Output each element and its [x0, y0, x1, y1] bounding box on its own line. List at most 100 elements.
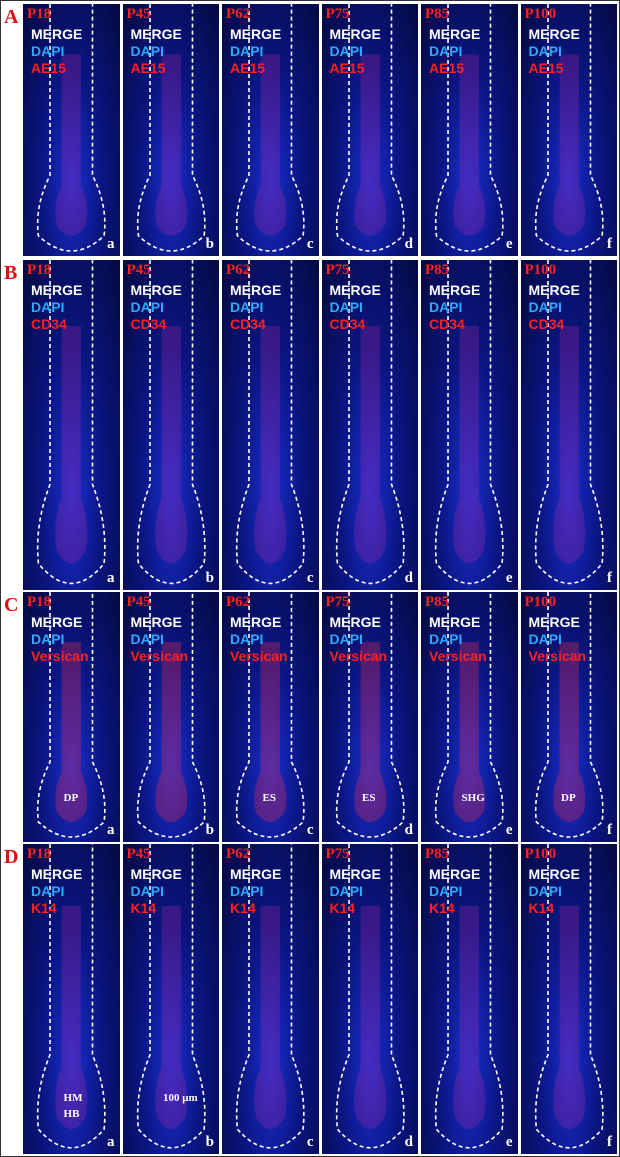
follicle-outline [222, 260, 319, 590]
follicle-outline [521, 844, 618, 1154]
age-label: P75 [325, 262, 350, 278]
age-label: P100 [524, 594, 557, 610]
panel-letter: a [107, 1134, 115, 1150]
micrograph-panel: P85 MERGE DAPI K14 e [421, 844, 518, 1154]
channel-label: MERGE [130, 26, 182, 42]
panel-letter: d [404, 236, 413, 252]
channel-label: MERGE [130, 282, 182, 298]
panel-letter: a [107, 570, 115, 586]
age-label: P85 [425, 846, 450, 862]
channel-label: DAPI [429, 883, 463, 899]
channel-label: CD34 [329, 316, 366, 332]
channel-label: MERGE [329, 26, 381, 42]
channel-label: MERGE [230, 614, 282, 630]
annotation: DP [561, 792, 576, 804]
channel-label: DAPI [329, 631, 363, 647]
panel-letter: c [306, 1134, 314, 1150]
follicle-outline [23, 260, 120, 590]
channel-label: DAPI [130, 631, 164, 647]
channel-label: MERGE [130, 614, 182, 630]
age-label: P75 [325, 594, 350, 610]
panel-letter: c [306, 822, 314, 838]
panel-letter: e [505, 236, 513, 252]
panel-letter: e [505, 570, 513, 586]
channel-label: AE15 [329, 60, 365, 76]
channel-label: MERGE [528, 282, 580, 298]
channel-label: CD34 [429, 316, 465, 332]
panel-letter: d [404, 570, 413, 586]
panel-letter: c [306, 236, 314, 252]
channel-label: K14 [230, 900, 256, 916]
age-label: P100 [524, 846, 557, 862]
follicle-outline [123, 592, 220, 842]
row-label: C [4, 594, 19, 616]
age-label: P62 [226, 594, 251, 610]
follicle-outline [322, 592, 419, 842]
annotation: HB [63, 1108, 80, 1120]
micrograph-panel: P18 MERGE DAPI AE15 a [23, 4, 120, 256]
channel-label: MERGE [429, 26, 481, 42]
micrograph-panel: P100 MERGE DAPI K14 f [520, 844, 618, 1154]
channel-label: K14 [528, 900, 555, 916]
age-label: P85 [425, 262, 450, 278]
follicle-outline [521, 260, 618, 590]
channel-label: K14 [329, 900, 356, 916]
panel-letter: f [607, 570, 612, 586]
follicle-outline [322, 844, 419, 1154]
channel-label: DAPI [130, 299, 164, 315]
micrograph-panel: P75 MERGE DAPI AE15 d [321, 4, 418, 256]
channel-label: MERGE [329, 614, 381, 630]
channel-label: DAPI [429, 43, 463, 59]
channel-label: Versican [31, 648, 89, 664]
follicle-outline [222, 592, 319, 842]
age-label: P18 [27, 6, 52, 22]
channel-label: DAPI [31, 883, 65, 899]
micrograph-panel: P100 MERGE DAPI AE15 f [520, 4, 617, 256]
panel-letter: c [306, 570, 314, 586]
age-label: P45 [126, 594, 151, 610]
channel-label: DAPI [528, 883, 562, 899]
channel-label: MERGE [429, 282, 481, 298]
channel-label: AE15 [230, 60, 266, 76]
panel-letter: b [205, 236, 214, 252]
channel-label: DAPI [130, 43, 164, 59]
panel-letter: b [205, 1134, 214, 1150]
micrograph-panel: P75 MERGE DAPI K14 d [321, 844, 419, 1154]
age-label: P45 [126, 6, 151, 22]
micrograph-panel: P100 MERGE DAPI Versican f DP [520, 592, 617, 842]
age-label: P75 [325, 846, 350, 862]
channel-label: DAPI [329, 43, 363, 59]
channel-label: AE15 [528, 60, 564, 76]
channel-label: DAPI [230, 299, 264, 315]
channel-label: DAPI [31, 43, 65, 59]
channel-label: MERGE [329, 866, 381, 882]
channel-label: MERGE [230, 282, 282, 298]
channel-label: AE15 [429, 60, 465, 76]
channel-label: AE15 [31, 60, 67, 76]
channel-label: K14 [130, 900, 157, 916]
micrograph-panel: P18 MERGE DAPI CD34 a [23, 260, 120, 590]
channel-label: CD34 [31, 316, 67, 332]
follicle-outline [421, 4, 518, 256]
channel-label: DAPI [528, 299, 562, 315]
panel-letter: d [404, 822, 413, 838]
panel-letter: d [404, 1134, 413, 1150]
panel-letter: b [205, 570, 214, 586]
channel-label: MERGE [230, 866, 282, 882]
micrograph-panel: P18 MERGE DAPI Versican a DP [23, 592, 120, 842]
micrograph-panel: P85 MERGE DAPI AE15 e [421, 4, 518, 256]
age-label: P100 [524, 262, 557, 278]
micrograph-panel: P45 MERGE DAPI AE15 b [122, 4, 219, 256]
channel-label: DAPI [130, 883, 164, 899]
panel-letter: a [107, 236, 115, 252]
channel-label: MERGE [31, 282, 83, 298]
annotation: DP [63, 792, 79, 804]
panel-letter: f [607, 822, 612, 838]
micrograph-panel: P62 MERGE DAPI Versican c ES [222, 592, 319, 842]
channel-label: MERGE [329, 282, 381, 298]
micrograph-panel: P45 MERGE DAPI Versican b [122, 592, 220, 842]
age-label: P18 [27, 846, 52, 862]
micrograph-panel: P45 MERGE DAPI CD34 b [122, 260, 219, 590]
follicle-outline [421, 844, 518, 1154]
